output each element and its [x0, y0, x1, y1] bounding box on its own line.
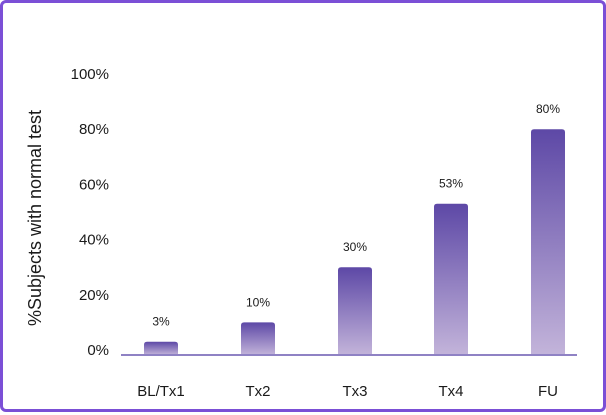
category-labels: BL/Tx1 Tx2 Tx3 Tx4 FU — [137, 383, 558, 400]
y-tick-label: 40% — [79, 232, 109, 249]
data-label: 53% — [439, 177, 463, 191]
bar — [434, 204, 468, 355]
x-tick-label: Tx4 — [438, 383, 463, 400]
y-axis-label: %Subjects with normal test — [25, 110, 45, 326]
data-label: 10% — [246, 295, 270, 309]
y-tick-label: 100% — [71, 66, 109, 83]
y-tick-label: 80% — [79, 121, 109, 138]
y-tick-label: 60% — [79, 176, 109, 193]
x-tick-label: Tx2 — [245, 383, 270, 400]
x-tick-label: Tx3 — [342, 383, 367, 400]
data-label: 3% — [152, 315, 170, 329]
data-label: 30% — [343, 240, 367, 254]
x-tick-label: BL/Tx1 — [137, 383, 185, 400]
bar — [144, 342, 178, 355]
x-tick-label: FU — [538, 383, 558, 400]
bar — [531, 129, 565, 355]
data-label: 80% — [536, 102, 560, 116]
y-tick-labels: 0% 20% 40% 60% 80% 100% — [71, 66, 109, 359]
bar — [241, 322, 275, 355]
bar — [338, 267, 372, 355]
y-tick-label: 0% — [87, 342, 109, 359]
y-tick-label: 20% — [79, 287, 109, 304]
bar-chart: %Subjects with normal test 0% 20% 40% 60% 80… — [3, 3, 606, 415]
